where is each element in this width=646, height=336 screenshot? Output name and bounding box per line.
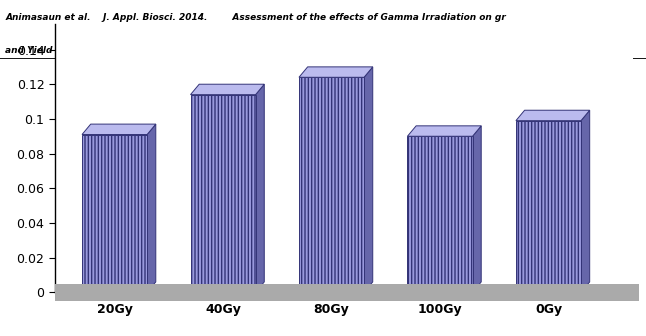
Polygon shape	[299, 67, 373, 77]
Bar	[82, 134, 147, 292]
Bar	[55, 284, 638, 301]
Polygon shape	[408, 126, 481, 136]
Polygon shape	[191, 84, 264, 95]
Bar	[299, 77, 364, 292]
Bar	[191, 95, 256, 292]
Bar	[408, 136, 472, 292]
Polygon shape	[516, 110, 590, 121]
Text: Animasaun et al.    J. Appl. Biosci. 2014.        Assessment of the effects of G: Animasaun et al. J. Appl. Biosci. 2014. …	[5, 13, 506, 22]
Polygon shape	[147, 124, 156, 292]
Polygon shape	[364, 67, 373, 292]
Bar	[516, 121, 581, 292]
Polygon shape	[581, 110, 590, 292]
Polygon shape	[82, 124, 156, 134]
Text: and Yield of Digitaria Exilis: and Yield of Digitaria Exilis	[5, 46, 143, 55]
Polygon shape	[472, 126, 481, 292]
Polygon shape	[256, 84, 264, 292]
